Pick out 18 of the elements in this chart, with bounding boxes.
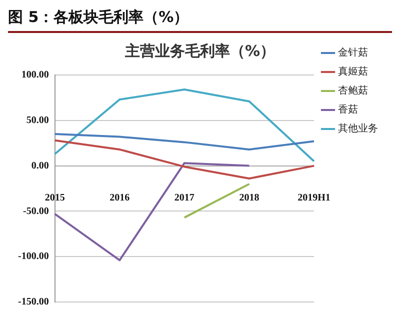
x-tick-label: 2015 xyxy=(44,192,65,204)
chart-title: 图 5：各板块毛利率（%） xyxy=(8,8,392,33)
legend-label: 杏鲍菇 xyxy=(338,84,368,97)
y-tick-label: 50.00 xyxy=(26,114,49,126)
legend-label: 真姬菇 xyxy=(338,66,368,78)
y-tick-label: 0.00 xyxy=(31,160,49,172)
chart-subtitle: 主营业务毛利率（%） xyxy=(124,42,276,60)
y-tick-label: -150.00 xyxy=(18,296,49,308)
x-tick-label: 2019H1 xyxy=(298,192,330,204)
x-tick-label: 2016 xyxy=(110,192,130,204)
legend-label: 金针菇 xyxy=(338,46,368,59)
x-tick-label: 2017 xyxy=(174,192,194,204)
x-tick-label: 2018 xyxy=(239,192,260,204)
y-tick-label: -50.00 xyxy=(22,206,49,217)
legend-label: 其他业务 xyxy=(338,122,378,135)
legend-label: 香菇 xyxy=(338,104,358,116)
y-tick-label: -100.00 xyxy=(18,251,49,262)
y-tick-label: 100.00 xyxy=(21,70,49,81)
